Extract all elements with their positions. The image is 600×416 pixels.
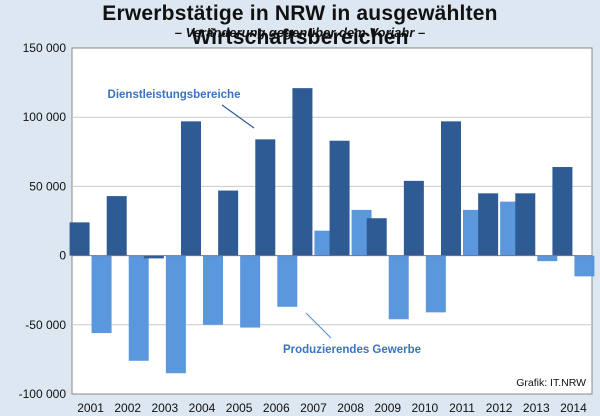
x-tick-label: 2014 — [560, 401, 587, 415]
series-label-pointer-produzierend — [305, 312, 332, 339]
x-tick-label: 2006 — [263, 401, 290, 415]
x-tick-label: 2008 — [337, 401, 364, 415]
bar-produzierend — [277, 255, 298, 307]
bar-dienstleistung — [329, 140, 350, 256]
x-tick-label: 2011 — [449, 401, 475, 415]
bar-dienstleistung — [181, 121, 201, 256]
bar-produzierend — [537, 255, 558, 262]
bar-dienstleistung — [143, 255, 164, 259]
bar-produzierend — [351, 209, 372, 256]
bar-produzierend — [463, 209, 483, 256]
x-tick-label: 2003 — [152, 401, 179, 415]
bar-dienstleistung — [106, 196, 127, 256]
y-tick-label: 50 000 — [29, 179, 66, 193]
y-tick-label: -50 000 — [25, 318, 66, 332]
bar-dienstleistung — [552, 167, 573, 256]
bar-dienstleistung — [441, 121, 461, 256]
x-tick-label: 2004 — [189, 401, 216, 415]
bar-produzierend — [388, 255, 409, 320]
series-label-dienstleistung: Dienstleistungsbereiche — [108, 89, 241, 101]
x-axis-ticks: 2001 2002 2003 2004 2005 2006 2007 2008 2009 2010… — [77, 401, 587, 415]
y-tick-label: -100 000 — [19, 387, 67, 401]
chart-subtitle: – Veränderung gegenüber dem Vorjahr – — [174, 25, 426, 40]
bar-dienstleistung — [218, 190, 239, 256]
bar-produzierend — [574, 255, 595, 277]
bar-produzierend — [240, 255, 261, 328]
bar-dienstleistung — [69, 222, 90, 256]
y-tick-label: 0 — [59, 249, 66, 263]
series-label-produzierend: Produzierendes Gewerbe — [283, 344, 421, 356]
bar-produzierend — [425, 255, 446, 313]
bar-produzierend — [165, 255, 186, 374]
bar-produzierend — [314, 230, 335, 256]
bar-produzierend — [128, 255, 149, 361]
x-tick-label: 2001 — [77, 401, 104, 415]
bar-dienstleistung — [478, 193, 499, 256]
bar-dienstleistung — [366, 218, 387, 256]
y-tick-label: 150 000 — [23, 41, 67, 55]
bar-dienstleistung — [403, 180, 424, 256]
x-tick-label: 2005 — [226, 401, 253, 415]
x-tick-label: 2013 — [523, 401, 550, 415]
bar-produzierend — [203, 255, 223, 325]
source-credit: Grafik: IT.NRW — [516, 377, 586, 389]
x-tick-label: 2002 — [114, 401, 141, 415]
x-tick-label: 2010 — [412, 401, 439, 415]
x-tick-label: 2009 — [374, 401, 401, 415]
bar-dienstleistung — [255, 139, 276, 256]
x-tick-label: 2007 — [300, 401, 327, 415]
y-axis-ticks: -100 000 -50 000 0 50 000 100 000 150 000 — [19, 41, 67, 401]
bar-dienstleistung — [515, 193, 536, 256]
series-label-pointer-dienstleistung — [221, 104, 255, 129]
bars — [69, 88, 595, 374]
bar-produzierend — [500, 201, 521, 256]
y-tick-label: 100 000 — [23, 110, 67, 124]
chart-title: Erwerbstätige in NRW in ausgewählten Wir… — [102, 2, 498, 49]
bar-produzierend — [91, 255, 112, 334]
bar-dienstleistung — [292, 88, 313, 256]
x-tick-label: 2012 — [486, 401, 513, 415]
